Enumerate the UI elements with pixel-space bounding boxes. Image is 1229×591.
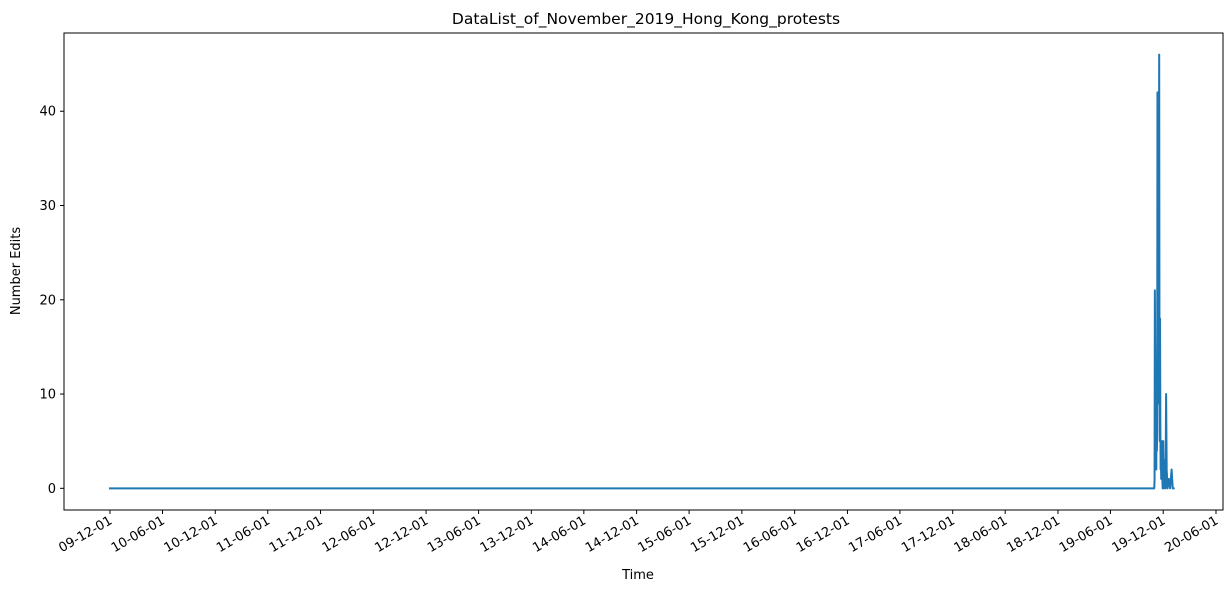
- plot-area: [64, 33, 1223, 510]
- y-tick-label: 40: [39, 105, 56, 120]
- x-axis-label: Time: [621, 568, 654, 583]
- series-layer: [109, 53, 1175, 490]
- y-axis-label: Number Edits: [9, 227, 24, 316]
- y-tick-label: 30: [39, 199, 56, 214]
- y-tick-label: 20: [39, 293, 56, 308]
- y-axis: 0 10 20 30 40: [39, 105, 64, 497]
- plot-background: [64, 33, 1223, 510]
- plot-frame: [63, 32, 1224, 511]
- chart-title: DataList_of_November_2019_Hong_Kong_prot…: [452, 10, 840, 29]
- y-tick-label: 10: [39, 388, 56, 403]
- y-tick-label: 0: [48, 482, 56, 497]
